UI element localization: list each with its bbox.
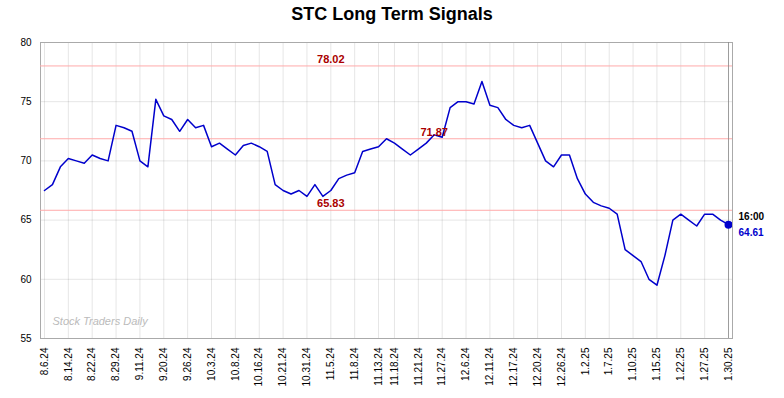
svg-text:70: 70 <box>20 155 32 166</box>
svg-text:12.11.24: 12.11.24 <box>484 347 495 386</box>
svg-text:12.20.24: 12.20.24 <box>532 347 543 386</box>
svg-text:65: 65 <box>20 214 32 225</box>
svg-text:64.61: 64.61 <box>739 227 764 238</box>
svg-text:78.02: 78.02 <box>317 53 345 65</box>
svg-text:55: 55 <box>20 333 32 344</box>
svg-text:Stock Traders Daily: Stock Traders Daily <box>53 315 150 327</box>
svg-text:10.8.24: 10.8.24 <box>230 347 241 381</box>
svg-text:16:00: 16:00 <box>739 211 765 222</box>
svg-text:8.29.24: 8.29.24 <box>110 347 121 381</box>
svg-text:8.6.24: 8.6.24 <box>39 347 50 375</box>
svg-text:8.14.24: 8.14.24 <box>63 347 74 381</box>
svg-text:9.26.24: 9.26.24 <box>182 347 193 381</box>
svg-text:9.20.24: 9.20.24 <box>158 347 169 381</box>
svg-text:1.27.25: 1.27.25 <box>699 347 710 381</box>
svg-text:9.11.24: 9.11.24 <box>134 347 145 380</box>
svg-text:75: 75 <box>20 96 32 107</box>
svg-text:60: 60 <box>20 274 32 285</box>
svg-text:1.2.25: 1.2.25 <box>580 347 591 375</box>
svg-text:12.6.24: 12.6.24 <box>460 347 471 381</box>
svg-text:12.17.24: 12.17.24 <box>508 347 519 386</box>
svg-text:12.26.24: 12.26.24 <box>556 347 567 386</box>
svg-text:1.7.25: 1.7.25 <box>603 347 614 375</box>
svg-text:11.18.24: 11.18.24 <box>389 347 400 386</box>
svg-text:11.21.24: 11.21.24 <box>413 347 424 386</box>
svg-text:8.22.24: 8.22.24 <box>86 347 97 381</box>
svg-text:1.15.25: 1.15.25 <box>651 347 662 381</box>
svg-text:10.21.24: 10.21.24 <box>277 347 288 386</box>
svg-text:1.10.25: 1.10.25 <box>627 347 638 381</box>
svg-text:11.27.24: 11.27.24 <box>436 347 447 386</box>
svg-text:11.5.24: 11.5.24 <box>325 347 336 380</box>
svg-text:71.87: 71.87 <box>420 126 448 138</box>
svg-text:10.3.24: 10.3.24 <box>206 347 217 381</box>
svg-text:10.31.24: 10.31.24 <box>301 347 312 386</box>
svg-text:65.83: 65.83 <box>317 197 345 209</box>
svg-text:1.30.25: 1.30.25 <box>723 347 734 381</box>
html-text:STC Long Term Signals: STC Long Term Signals <box>291 4 493 24</box>
svg-text:11.8.24: 11.8.24 <box>349 347 360 380</box>
svg-text:1.22.25: 1.22.25 <box>675 347 686 381</box>
svg-text:10.16.24: 10.16.24 <box>253 347 264 386</box>
svg-text:80: 80 <box>20 37 32 48</box>
svg-text:11.13.24: 11.13.24 <box>373 347 384 386</box>
